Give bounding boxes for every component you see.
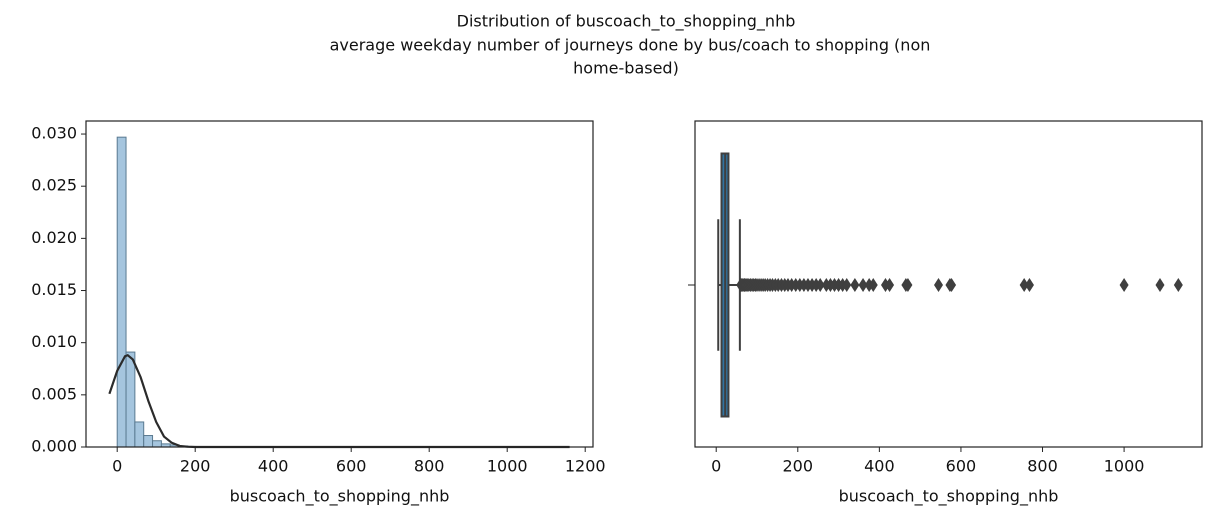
- histogram-bar: [144, 436, 153, 447]
- x-tick-label: 200: [180, 457, 211, 476]
- x-tick-label: 800: [414, 457, 445, 476]
- histogram-bar: [126, 352, 135, 447]
- x-axis-label: buscoach_to_shopping_nhb: [230, 487, 450, 507]
- x-tick-label: 400: [258, 457, 289, 476]
- x-tick-label: 400: [864, 457, 895, 476]
- x-tick-label: 1000: [1104, 457, 1145, 476]
- histogram-bar: [135, 422, 144, 447]
- figure-title: Distribution of buscoach_to_shopping_nhb: [457, 12, 796, 32]
- x-tick-label: 600: [946, 457, 977, 476]
- histogram-bar: [153, 441, 162, 447]
- x-tick-label: 1200: [565, 457, 606, 476]
- x-tick-label: 800: [1027, 457, 1058, 476]
- x-tick-label: 600: [336, 457, 367, 476]
- outlier: [1025, 278, 1034, 292]
- outlier: [1120, 278, 1129, 292]
- axes-frame: [86, 121, 593, 447]
- outlier: [850, 278, 859, 292]
- y-tick-label: 0.025: [31, 176, 77, 195]
- outlier: [947, 278, 956, 292]
- x-tick-label: 0: [112, 457, 122, 476]
- x-tick-label: 1000: [487, 457, 528, 476]
- x-tick-label: 200: [783, 457, 814, 476]
- y-tick-label: 0.015: [31, 280, 77, 299]
- y-tick-label: 0.020: [31, 228, 77, 247]
- outlier: [1174, 278, 1183, 292]
- y-tick-label: 0.030: [31, 124, 77, 143]
- x-tick-label: 0: [711, 457, 721, 476]
- outlier: [934, 278, 943, 292]
- y-tick-label: 0.000: [31, 437, 77, 456]
- y-tick-label: 0.010: [31, 332, 77, 351]
- figure-title: average weekday number of journeys done …: [330, 36, 931, 55]
- outlier: [1155, 278, 1164, 292]
- figure-title: home-based): [573, 59, 679, 78]
- histogram-bar: [117, 137, 126, 447]
- kde-line: [109, 355, 569, 447]
- x-axis-label: buscoach_to_shopping_nhb: [839, 487, 1059, 507]
- y-tick-label: 0.005: [31, 384, 77, 403]
